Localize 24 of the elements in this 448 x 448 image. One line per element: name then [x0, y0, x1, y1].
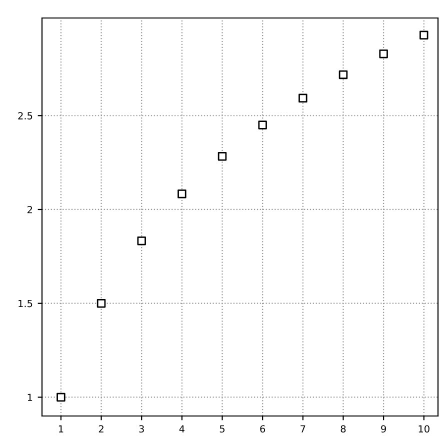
y-tick-label: 1.5: [18, 300, 32, 308]
point: [218, 152, 227, 161]
x-tick-label: 7: [300, 425, 306, 432]
point: [420, 30, 428, 40]
x-tick-label: 4: [179, 425, 184, 432]
x-tick-label: 6: [260, 425, 266, 433]
y-tick-label: 2: [28, 206, 32, 214]
x-tick-label: 3: [139, 425, 144, 433]
point: [137, 236, 146, 246]
point: [379, 49, 388, 58]
y-tick-label: 1: [28, 394, 32, 401]
point: [338, 70, 348, 80]
point: [298, 94, 308, 103]
point: [96, 298, 106, 308]
x-tick-label: 5: [220, 425, 224, 433]
x-tick-label: 2: [98, 425, 104, 432]
point: [258, 120, 267, 130]
x-tick-label: 8: [340, 425, 346, 433]
y-tick-label: 2.5: [18, 112, 32, 120]
point: [178, 190, 186, 198]
x-tick-label: 1: [58, 425, 64, 432]
point: [56, 392, 66, 402]
x-tick-label: 9: [381, 425, 386, 433]
x-tick-label: 10: [418, 425, 430, 433]
